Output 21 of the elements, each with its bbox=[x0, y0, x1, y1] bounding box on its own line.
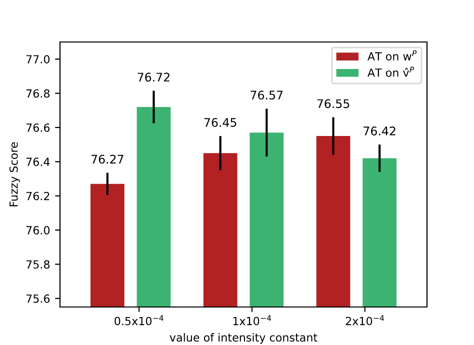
y-tick-label: 76.8 bbox=[26, 89, 50, 98]
x-axis-title: value of intensity constant bbox=[170, 333, 318, 344]
y-axis-title: Fuzzy Score bbox=[9, 142, 20, 206]
data-label: 76.27 bbox=[92, 154, 124, 164]
data-label: 76.55 bbox=[317, 99, 350, 108]
x-tick-label: 2x10$^{−4}$ bbox=[346, 315, 384, 326]
y-tick-label: 76.6 bbox=[26, 123, 50, 132]
data-label: 76.42 bbox=[364, 126, 396, 136]
y-tick-label: 75.8 bbox=[26, 260, 50, 269]
data-label: 76.45 bbox=[204, 118, 236, 127]
data-label: 76.57 bbox=[250, 90, 283, 100]
y-tick-label: 76.2 bbox=[26, 192, 50, 200]
data-label: 76.72 bbox=[138, 72, 170, 82]
y-tick-label: 75.6 bbox=[26, 294, 50, 303]
y-tick-label: 77.0 bbox=[26, 55, 50, 64]
y-tick-label: 76.4 bbox=[26, 158, 50, 166]
legend-label: AT on v̂$^{P}$ bbox=[368, 66, 414, 77]
legend-label: AT on w$^{P}$ bbox=[368, 50, 417, 61]
y-tick-label: 76.0 bbox=[26, 226, 50, 234]
x-tick-label: 0.5x10$^{−4}$ bbox=[114, 315, 164, 326]
x-tick-label: 1x10$^{−4}$ bbox=[233, 315, 272, 326]
